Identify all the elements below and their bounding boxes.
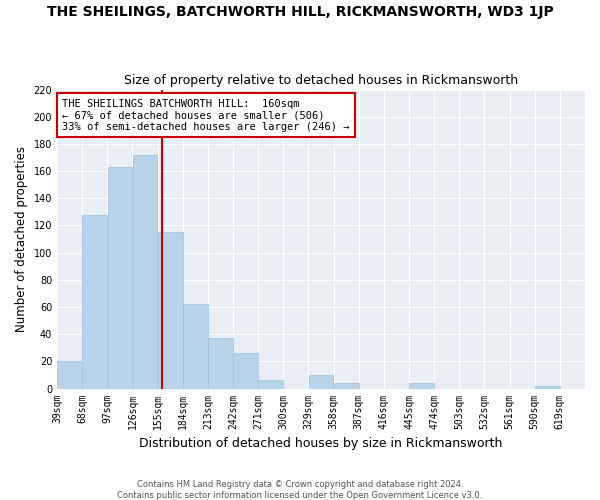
- Bar: [133, 155, 157, 388]
- Bar: [57, 362, 82, 388]
- Y-axis label: Number of detached properties: Number of detached properties: [15, 146, 28, 332]
- Bar: [409, 383, 434, 388]
- Bar: [82, 214, 107, 388]
- Title: Size of property relative to detached houses in Rickmansworth: Size of property relative to detached ho…: [124, 74, 518, 87]
- Text: THE SHEILINGS, BATCHWORTH HILL, RICKMANSWORTH, WD3 1JP: THE SHEILINGS, BATCHWORTH HILL, RICKMANS…: [47, 5, 553, 19]
- Bar: [259, 380, 283, 388]
- Bar: [208, 338, 233, 388]
- Text: THE SHEILINGS BATCHWORTH HILL:  160sqm
← 67% of detached houses are smaller (506: THE SHEILINGS BATCHWORTH HILL: 160sqm ← …: [62, 98, 350, 132]
- Bar: [233, 353, 258, 388]
- Text: Contains HM Land Registry data © Crown copyright and database right 2024.
Contai: Contains HM Land Registry data © Crown c…: [118, 480, 482, 500]
- Bar: [158, 232, 182, 388]
- Bar: [334, 383, 359, 388]
- Bar: [183, 304, 208, 388]
- Bar: [535, 386, 560, 388]
- Bar: [308, 375, 334, 388]
- Bar: [107, 167, 132, 388]
- X-axis label: Distribution of detached houses by size in Rickmansworth: Distribution of detached houses by size …: [139, 437, 503, 450]
